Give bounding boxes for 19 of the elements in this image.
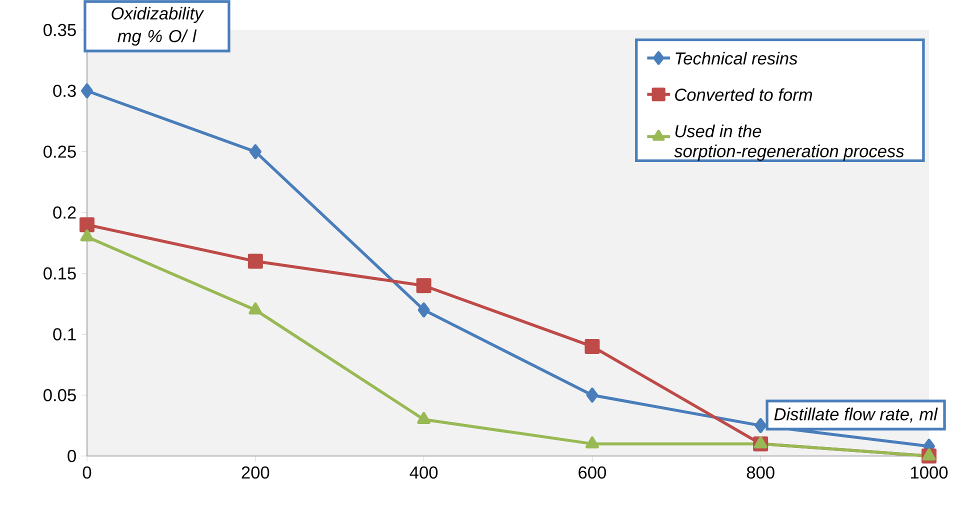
x-tick-label: 0: [82, 466, 92, 479]
y-tick-label: 0.25: [44, 146, 76, 158]
x-tick-label: 800: [746, 466, 774, 479]
y-tick-label: 0.2: [53, 206, 76, 219]
y-tick-label: 0.35: [44, 24, 76, 36]
y-axis-title: Oxidizability mg % O/ l: [112, 6, 204, 46]
y-tick-label: 0.05: [44, 389, 76, 402]
x-tick-label: 400: [410, 466, 438, 479]
y-tick-label: 0: [68, 450, 76, 462]
legend-label: Technical resins: [676, 52, 798, 65]
x-tick-label: 1000: [911, 466, 948, 479]
y-tick-label: 0.15: [44, 267, 76, 280]
legend-label: Used in the sorption-regeneration process: [674, 124, 904, 161]
x-axis-title: Distillate flow rate, ml: [774, 408, 938, 422]
x-tick-label: 200: [242, 466, 270, 479]
x-tick-label: 600: [578, 466, 606, 479]
legend-label: Converted to form: [675, 88, 812, 101]
y-tick-label: 0.3: [53, 84, 76, 97]
y-tick-label: 0.1: [53, 328, 76, 340]
